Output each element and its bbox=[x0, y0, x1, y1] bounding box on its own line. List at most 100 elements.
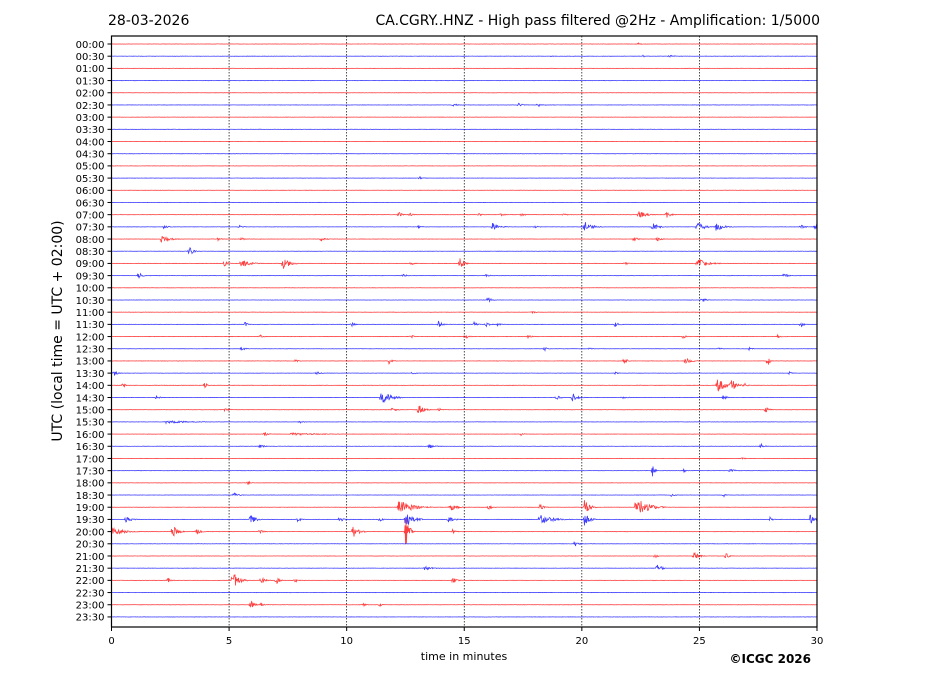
x-tick-label: 10 bbox=[340, 636, 353, 647]
copyright: ©ICGC 2026 bbox=[729, 652, 811, 666]
x-axis-ticks: 0 5 10 15 20 25 30 bbox=[108, 627, 823, 647]
trace-0700 bbox=[111, 211, 818, 218]
y-tick-label: 07:30 bbox=[76, 223, 105, 234]
y-tick-label: 01:00 bbox=[76, 64, 105, 75]
trace-0530 bbox=[111, 175, 818, 180]
trace-0830 bbox=[111, 247, 818, 255]
trace-1330 bbox=[111, 370, 818, 376]
y-tick-label: 12:30 bbox=[76, 345, 105, 356]
y-tick-label: 05:00 bbox=[76, 162, 105, 173]
y-tick-label: 17:30 bbox=[76, 466, 105, 477]
y-tick-label: 06:30 bbox=[76, 198, 105, 209]
y-tick-label: 14:00 bbox=[76, 381, 105, 392]
y-tick-label: 18:00 bbox=[76, 479, 105, 490]
y-tick-label: 23:30 bbox=[76, 613, 105, 624]
trace-0930 bbox=[111, 272, 817, 279]
y-tick-label: 10:30 bbox=[76, 296, 105, 307]
trace-1900 bbox=[111, 500, 818, 513]
y-tick-label: 09:00 bbox=[76, 259, 105, 270]
y-tick-label: 11:30 bbox=[76, 320, 105, 331]
trace-0000 bbox=[111, 42, 817, 45]
y-tick-label: 07:00 bbox=[76, 210, 105, 221]
y-tick-label: 13:00 bbox=[76, 357, 105, 368]
x-tick-label: 0 bbox=[108, 636, 114, 647]
y-tick-label: 19:00 bbox=[76, 503, 105, 514]
y-tick-label: 03:30 bbox=[76, 125, 105, 136]
y-tick-label: 21:00 bbox=[76, 552, 105, 563]
y-tick-label: 02:30 bbox=[76, 101, 105, 112]
trace-1430 bbox=[111, 393, 818, 404]
y-tick-label: 21:30 bbox=[76, 564, 105, 575]
trace-2000 bbox=[111, 518, 818, 545]
x-tick-label: 20 bbox=[575, 636, 588, 647]
trace-2130 bbox=[111, 564, 818, 571]
trace-1700 bbox=[111, 457, 818, 460]
trace-1030 bbox=[111, 297, 818, 303]
x-tick-label: 25 bbox=[693, 636, 706, 647]
y-tick-label: 20:30 bbox=[76, 540, 105, 551]
y-tick-label: 00:00 bbox=[76, 40, 105, 51]
y-tick-label: 06:00 bbox=[76, 186, 105, 197]
trace-1730 bbox=[111, 466, 818, 477]
y-tick-label: 22:30 bbox=[76, 588, 105, 599]
trace-1500 bbox=[111, 405, 818, 413]
trace-1200 bbox=[111, 333, 818, 340]
trace-2300 bbox=[111, 600, 818, 608]
y-tick-label: 22:00 bbox=[76, 576, 105, 587]
y-tick-label: 16:30 bbox=[76, 442, 105, 453]
x-tick-label: 5 bbox=[226, 636, 232, 647]
y-tick-label: 23:00 bbox=[76, 601, 105, 612]
y-tick-label: 00:30 bbox=[76, 52, 105, 63]
y-tick-label: 04:30 bbox=[76, 150, 105, 161]
y-tick-label: 17:00 bbox=[76, 454, 105, 465]
trace-0900 bbox=[111, 258, 818, 269]
grid-lines bbox=[228, 36, 700, 627]
trace-1930 bbox=[111, 514, 818, 526]
trace-1100 bbox=[111, 310, 818, 315]
y-tick-label: 02:00 bbox=[76, 89, 105, 100]
y-tick-label: 14:30 bbox=[76, 393, 105, 404]
y-tick-label: 10:00 bbox=[76, 284, 105, 295]
trace-0800 bbox=[111, 235, 818, 243]
y-tick-label: 20:00 bbox=[76, 527, 105, 538]
y-tick-label: 09:30 bbox=[76, 271, 105, 282]
y-tick-label: 19:30 bbox=[76, 515, 105, 526]
trace-1300 bbox=[111, 357, 818, 365]
y-tick-label: 01:30 bbox=[76, 76, 105, 87]
trace-1530 bbox=[111, 420, 818, 425]
trace-0030 bbox=[111, 54, 818, 58]
y-tick-label: 16:00 bbox=[76, 430, 105, 441]
x-tick-label: 30 bbox=[811, 636, 824, 647]
trace-2030 bbox=[111, 540, 818, 547]
y-tick-label: 08:30 bbox=[76, 247, 105, 258]
y-tick-label: 13:30 bbox=[76, 369, 105, 380]
x-tick-label: 15 bbox=[458, 636, 471, 647]
y-tick-label: 11:00 bbox=[76, 308, 105, 319]
y-tick-label: 04:00 bbox=[76, 137, 105, 148]
trace-1630 bbox=[111, 442, 818, 449]
chart-title: CA.CGRY..HNZ - High pass filtered @2Hz -… bbox=[376, 13, 820, 29]
trace-1400 bbox=[111, 379, 818, 392]
y-tick-label: 08:00 bbox=[76, 235, 105, 246]
y-tick-label: 12:00 bbox=[76, 332, 105, 343]
plot-frame bbox=[110, 35, 818, 628]
y-axis-label: UTC (local time = UTC + 02:00) bbox=[50, 220, 66, 441]
trace-2100 bbox=[111, 552, 818, 559]
trace-1130 bbox=[111, 320, 818, 328]
y-tick-label: 15:00 bbox=[76, 406, 105, 417]
trace-1230 bbox=[111, 346, 818, 352]
x-axis-label: time in minutes bbox=[421, 650, 508, 663]
trace-0730 bbox=[111, 222, 818, 231]
trace-1830 bbox=[111, 492, 818, 498]
trace-0230 bbox=[111, 102, 818, 108]
y-tick-label: 03:00 bbox=[76, 113, 105, 124]
traces bbox=[111, 42, 818, 618]
trace-2200 bbox=[111, 574, 818, 586]
y-tick-label: 05:30 bbox=[76, 174, 105, 185]
trace-1600 bbox=[111, 431, 818, 437]
y-tick-label: 18:30 bbox=[76, 491, 105, 502]
y-tick-label: 15:30 bbox=[76, 418, 105, 429]
trace-1800 bbox=[111, 480, 817, 485]
